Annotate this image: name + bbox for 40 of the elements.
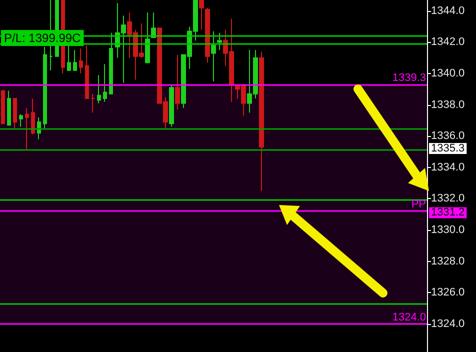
candlestick [217,32,222,51]
ref-line-label: 1324.0 [392,311,426,324]
candlestick [91,93,95,114]
y-tick-label: 1336.0 [431,130,465,142]
candlestick [73,50,77,71]
candlestick [7,90,11,126]
candlestick [109,32,113,94]
candlestick [103,64,107,102]
candlestick [25,107,29,151]
y-tick-label: 1342.0 [431,36,465,48]
text: 1335.3 [431,142,465,155]
y-tick-label: 1344.0 [431,4,465,17]
text: 1331.2 [431,206,465,219]
y-tick-label: 1330.0 [431,224,465,236]
candlestick [205,7,210,64]
candlestick [175,54,180,110]
annotation: P/L: 1399.99C [4,31,82,45]
candlestick [211,30,216,82]
candlestick [169,84,174,128]
candlestick [199,0,204,30]
candlestick [31,98,35,136]
candlestick [43,46,47,129]
candlestick [13,98,17,129]
candlestick [259,51,264,192]
y-tick-label: 1340.0 [431,68,465,80]
y-tick-label: 1326.0 [431,286,465,299]
ref-line-label: 1339.3 [392,72,426,84]
candlestick [67,44,71,71]
ref-line-label: PP [411,198,426,211]
candlestick [97,74,101,104]
candlestick [79,48,83,74]
candlestick [145,12,150,64]
candlestick [19,114,23,128]
y-tick-label: 1332.0 [431,192,465,205]
y-tick-label: 1324.0 [431,318,465,330]
y-tick-label: 1338.0 [431,98,465,111]
y-tick-label: 1334.0 [431,161,465,174]
candlestick [85,44,89,100]
candlestick [1,90,5,124]
y-tick-label: 1328.0 [431,255,465,268]
